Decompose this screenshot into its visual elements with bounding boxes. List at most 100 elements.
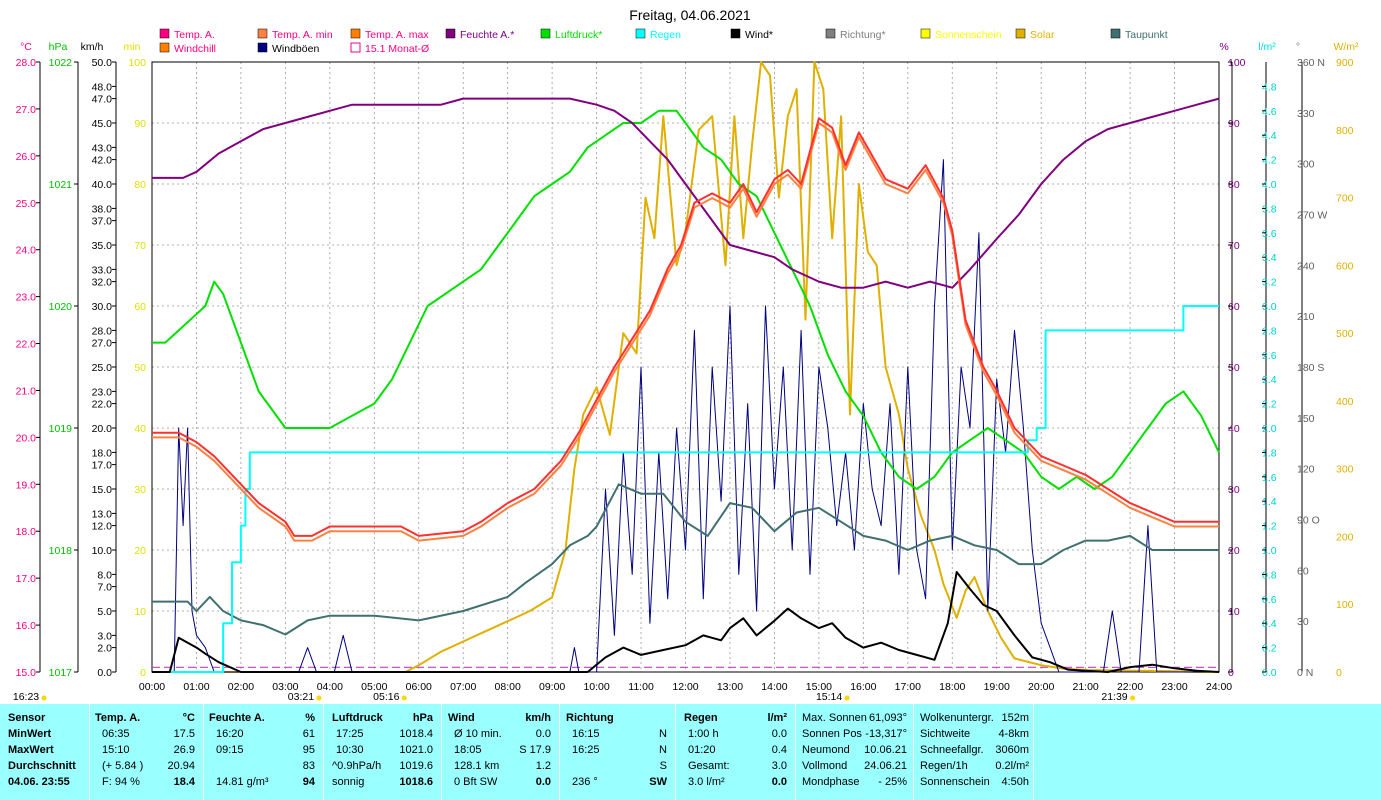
legend-swatch [540, 28, 551, 39]
tick-label-wind: 3.0 [97, 630, 112, 642]
info-value: 4-8km [998, 728, 1029, 740]
cell-value: 1018.4 [399, 728, 433, 740]
tick-label-minutes: 50 [134, 362, 146, 374]
cell-time: 17:25 [336, 728, 364, 740]
info-value: 24.06.21 [864, 760, 907, 772]
tick-label-pressure: 1018 [49, 545, 73, 557]
legend-swatch [920, 28, 931, 39]
info-key: Mondphase [802, 776, 860, 788]
cell-value: S 17.9 [519, 744, 551, 756]
tick-label-wind: 27.0 [92, 338, 113, 350]
info-key: Sonnenschein [920, 776, 990, 788]
tick-label-rain: 4.4 [1262, 130, 1277, 142]
tick-label-minutes: 40 [134, 423, 146, 435]
info-value: 152m [1001, 712, 1029, 724]
time-marker-dot [1130, 695, 1136, 701]
cell-value: 95 [302, 744, 315, 756]
tick-label-wind: 18.0 [92, 447, 113, 459]
legend-label: Windchill [174, 43, 216, 55]
info-key: Max. Sonnen [802, 712, 867, 724]
tick-label-wind: 0.0 [97, 667, 112, 679]
info-value: 4:50h [1001, 776, 1029, 788]
tick-label-humidity: 80 [1228, 179, 1240, 191]
tick-label-wind: 17.0 [92, 460, 113, 472]
tick-label-rain: 4.0 [1262, 179, 1277, 191]
tick-label-time: 18:00 [939, 681, 965, 693]
tick-label-wind: 25.0 [92, 362, 113, 374]
legend-label: Feuchte A.* [460, 29, 514, 41]
unit: °C [182, 712, 195, 724]
tick-label-direction: 240 [1297, 260, 1315, 272]
tick-label-time: 19:00 [984, 681, 1010, 693]
info-value: - 25% [878, 776, 907, 788]
cell-time: sonnig [332, 776, 365, 788]
unit: km/h [525, 712, 551, 724]
tick-label-wind: 2.0 [97, 643, 112, 655]
tick-label-solar: 900 [1336, 57, 1354, 69]
cell-time: 14.81 g/m³ [216, 776, 269, 788]
tick-label-wind: 33.0 [92, 264, 113, 276]
axis-unit-temp: °C [20, 41, 32, 53]
tick-label-solar: 500 [1336, 328, 1354, 340]
legend-label: Richtung* [840, 29, 886, 41]
row-label: MinWert [8, 728, 52, 740]
tick-label-rain: 0.8 [1262, 569, 1277, 581]
series-line-regen [152, 305, 1219, 673]
time-marker-dot [316, 695, 322, 701]
tick-label-humidity: 70 [1228, 240, 1240, 252]
tick-label-rain: 1.2 [1262, 521, 1277, 533]
tick-label-rain: 0.4 [1262, 618, 1277, 630]
cell-time: ^0.9hPa/h [332, 760, 382, 772]
info-value: 10.06.21 [864, 744, 907, 756]
tick-label-direction: 120 [1297, 464, 1315, 476]
info-key: Neumond [802, 744, 850, 756]
tick-label-time: 08:00 [495, 681, 521, 693]
time-marker-label: 03:21 [288, 691, 314, 703]
tick-label-temp: 23.0 [16, 292, 37, 304]
tick-label-direction: 330 [1297, 108, 1315, 120]
astro-column: Max. Sonnen 61,093° Sonnen Pos -13,317° Ne… [796, 704, 914, 800]
tick-label-temp: 28.0 [16, 57, 37, 69]
cell-time: 236 ° [572, 776, 598, 788]
cell-value: 20.94 [167, 760, 195, 772]
tick-label-rain: 4.6 [1262, 106, 1277, 118]
tick-label-temp: 20.0 [16, 432, 37, 444]
tick-label-wind: 38.0 [92, 203, 113, 215]
cell-time: 01:20 [688, 744, 716, 756]
info-value: 0.2l/m² [995, 760, 1029, 772]
tick-label-humidity: 20 [1228, 545, 1240, 557]
tick-label-wind: 20.0 [92, 423, 113, 435]
legend-swatch [159, 28, 170, 39]
tick-label-time: 03:00 [272, 681, 298, 693]
time-marker-dot [401, 695, 407, 701]
statistics-table: Sensor MinWert MaxWert Durchschnitt 04.0… [0, 704, 1381, 800]
legend-swatch [350, 28, 361, 39]
cell-time: 10:30 [336, 744, 364, 756]
tick-label-humidity: 10 [1228, 606, 1240, 618]
tick-label-time: 16:00 [850, 681, 876, 693]
tick-label-minutes: 0 [140, 667, 146, 679]
tick-label-solar: 600 [1336, 260, 1354, 272]
tick-label-humidity: 0 [1228, 667, 1234, 679]
cell-value: 17.5 [173, 728, 195, 740]
tick-label-humidity: 90 [1228, 118, 1240, 130]
cell-time: 16:15 [572, 728, 600, 740]
cell-value: 1021.0 [399, 744, 433, 756]
header-wind: Wind [448, 712, 475, 724]
tick-label-wind: 37.0 [92, 216, 113, 228]
tick-label-rain: 1.0 [1262, 545, 1277, 557]
tick-label-humidity: 30 [1228, 484, 1240, 496]
weather-chart: Freitag, 04.06.2021 Temp. A. Temp. A. min T… [13, 7, 1359, 703]
tick-label-rain: 2.4 [1262, 374, 1277, 386]
tick-label-rain: 1.6 [1262, 472, 1277, 484]
cell-time: 06:35 [102, 728, 130, 740]
tick-label-solar: 300 [1336, 464, 1354, 476]
tick-label-solar: 0 [1336, 667, 1342, 679]
tick-label-wind: 15.0 [92, 484, 113, 496]
info-key: Wolkenuntergr. [920, 712, 994, 724]
tick-label-rain: 4.2 [1262, 155, 1277, 167]
tick-label-solar: 200 [1336, 531, 1354, 543]
tick-label-time: 23:00 [1161, 681, 1187, 693]
header-pressure: Luftdruck [332, 712, 383, 724]
row-label: 04.06. 23:55 [8, 776, 70, 788]
